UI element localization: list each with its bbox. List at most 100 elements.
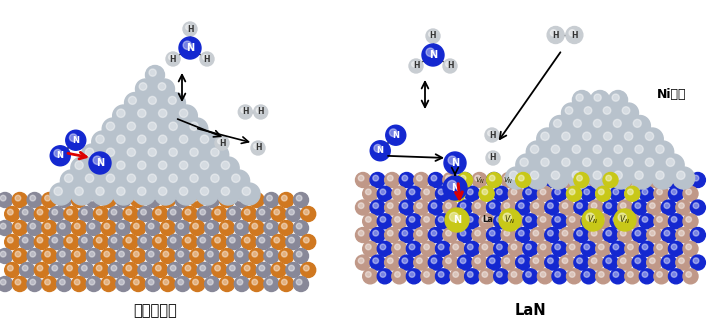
Circle shape (153, 207, 168, 221)
Circle shape (70, 134, 77, 141)
Circle shape (180, 109, 187, 117)
Circle shape (380, 189, 386, 195)
Circle shape (259, 209, 265, 215)
Circle shape (385, 173, 400, 188)
Circle shape (226, 235, 241, 250)
Circle shape (123, 144, 145, 166)
Circle shape (303, 265, 309, 271)
Circle shape (552, 241, 567, 256)
Circle shape (256, 235, 271, 250)
Circle shape (612, 94, 619, 101)
Circle shape (72, 220, 87, 236)
Circle shape (503, 213, 511, 221)
Circle shape (234, 193, 249, 208)
Circle shape (390, 129, 397, 136)
Circle shape (222, 223, 228, 229)
Circle shape (654, 269, 669, 284)
Circle shape (482, 189, 488, 195)
Circle shape (555, 244, 560, 250)
Circle shape (133, 279, 139, 285)
Circle shape (511, 216, 517, 222)
Circle shape (94, 207, 109, 221)
Circle shape (676, 255, 691, 270)
Circle shape (116, 109, 125, 117)
Circle shape (281, 251, 287, 257)
Circle shape (359, 258, 364, 263)
Circle shape (182, 262, 197, 277)
Circle shape (516, 154, 538, 176)
Circle shape (303, 209, 309, 215)
Circle shape (388, 203, 393, 209)
Circle shape (569, 30, 576, 36)
Circle shape (301, 235, 316, 250)
Circle shape (296, 251, 302, 257)
Circle shape (296, 195, 302, 201)
Circle shape (163, 195, 169, 201)
Circle shape (72, 249, 87, 263)
Circle shape (613, 216, 618, 222)
Circle shape (0, 223, 6, 229)
Circle shape (579, 154, 601, 176)
Circle shape (414, 200, 429, 215)
Circle shape (244, 209, 250, 215)
Circle shape (123, 170, 145, 192)
Circle shape (581, 214, 596, 229)
Text: $V_N$: $V_N$ (619, 214, 630, 226)
Circle shape (530, 200, 545, 215)
Circle shape (453, 244, 459, 250)
Circle shape (158, 135, 167, 143)
Circle shape (533, 230, 539, 236)
Circle shape (562, 203, 568, 209)
Circle shape (136, 79, 155, 99)
Circle shape (530, 255, 545, 270)
Circle shape (64, 207, 79, 221)
Circle shape (589, 115, 611, 136)
Circle shape (146, 66, 165, 85)
Circle shape (106, 122, 114, 131)
Circle shape (574, 255, 589, 270)
Circle shape (60, 279, 65, 285)
Circle shape (448, 156, 457, 164)
Circle shape (237, 279, 243, 285)
Circle shape (380, 216, 386, 222)
Circle shape (75, 251, 80, 257)
Circle shape (234, 277, 249, 292)
Circle shape (464, 269, 480, 284)
Circle shape (109, 235, 124, 250)
Circle shape (160, 220, 175, 236)
Circle shape (89, 223, 94, 229)
Circle shape (625, 186, 640, 201)
Circle shape (226, 262, 241, 277)
Circle shape (661, 255, 676, 270)
Circle shape (79, 262, 94, 277)
Circle shape (576, 94, 583, 101)
Circle shape (431, 203, 437, 209)
Circle shape (197, 262, 212, 277)
Circle shape (541, 158, 549, 166)
Circle shape (12, 220, 27, 236)
Circle shape (370, 255, 385, 270)
Circle shape (133, 183, 155, 205)
Circle shape (589, 141, 611, 163)
Circle shape (228, 170, 250, 192)
Circle shape (37, 209, 43, 215)
Circle shape (562, 132, 570, 140)
Circle shape (635, 175, 640, 181)
Circle shape (212, 235, 227, 250)
Circle shape (160, 277, 175, 292)
Circle shape (603, 173, 618, 188)
Circle shape (153, 235, 168, 250)
Circle shape (545, 255, 559, 270)
Circle shape (214, 237, 220, 243)
Circle shape (431, 230, 437, 236)
Circle shape (252, 279, 258, 285)
Circle shape (568, 141, 590, 163)
Circle shape (0, 220, 13, 236)
Circle shape (614, 171, 623, 179)
Circle shape (621, 128, 643, 150)
Circle shape (49, 207, 64, 221)
Circle shape (584, 107, 592, 114)
Circle shape (251, 141, 265, 155)
Circle shape (67, 237, 72, 243)
Circle shape (264, 220, 279, 236)
